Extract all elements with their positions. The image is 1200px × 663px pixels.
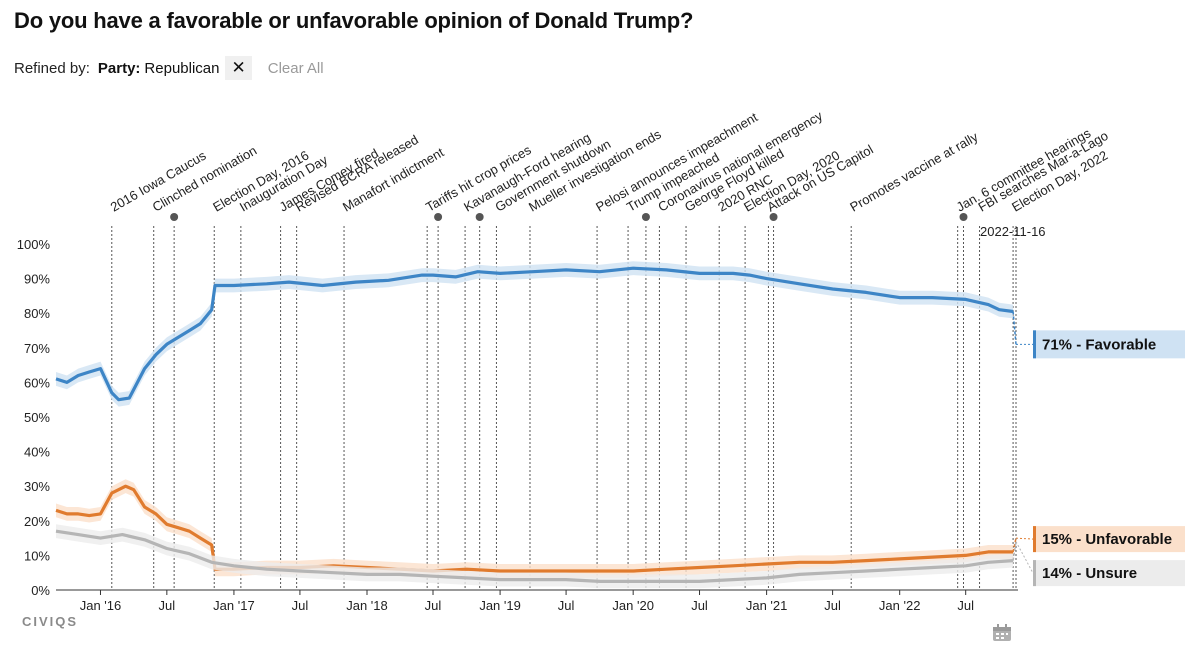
- end-label-box: [1033, 330, 1185, 359]
- series-latest-link: [1012, 311, 1017, 345]
- x-tick-label: Jul: [425, 598, 442, 613]
- end-label-leader: [1015, 537, 1034, 540]
- x-tick-label: Jul: [292, 598, 309, 613]
- close-icon[interactable]: ✕: [225, 56, 252, 80]
- filter-chip-value: Republican: [144, 59, 220, 77]
- x-tick-label: Jul: [159, 598, 176, 613]
- end-label-accent: [1033, 526, 1036, 553]
- y-tick-label: 90%: [24, 272, 50, 287]
- x-tick-label: Jan '19: [479, 598, 521, 613]
- end-label-unfavorable: 15% - Unfavorable: [1042, 531, 1172, 548]
- filter-chip-party[interactable]: Party: Republican ✕: [98, 56, 252, 80]
- series-latest-link: [1012, 541, 1017, 561]
- y-tick-label: 80%: [24, 306, 50, 321]
- y-tick-label: 20%: [24, 514, 50, 529]
- end-label-leader: [1015, 541, 1034, 574]
- x-tick-label: Jan '22: [879, 598, 921, 613]
- series-latest-link: [1012, 537, 1017, 553]
- event-marker-icon: [641, 213, 650, 221]
- y-tick-label: 30%: [24, 479, 50, 494]
- filter-bar: Refined by: Party: Republican ✕ Clear Al…: [14, 56, 324, 80]
- x-tick-label: Jul: [691, 598, 708, 613]
- event-marker-icon: [475, 213, 484, 221]
- page-title: Do you have a favorable or unfavorable o…: [14, 8, 694, 33]
- x-tick-label: Jul: [824, 598, 841, 613]
- series-line-favorable: [55, 266, 1014, 402]
- y-tick-label: 60%: [24, 375, 50, 390]
- y-tick-label: 50%: [24, 410, 50, 425]
- event-marker-icon: [170, 213, 179, 221]
- clear-all-button[interactable]: Clear All: [267, 59, 324, 77]
- x-tick-label: Jan '20: [612, 598, 654, 613]
- event-marker-icon: [434, 213, 443, 221]
- y-tick-label: 70%: [24, 341, 50, 356]
- x-tick-label: Jan '21: [746, 598, 788, 613]
- end-label-favorable: 71% - Favorable: [1042, 336, 1156, 353]
- end-label-box: [1033, 560, 1185, 587]
- series-line-unsure: [55, 529, 1014, 584]
- end-label-accent: [1033, 330, 1036, 359]
- event-marker-icon: [959, 213, 968, 221]
- filter-chip-key: Party:: [97, 59, 141, 77]
- x-tick-label: Jan '17: [213, 598, 255, 613]
- event-marker-icon: [769, 213, 778, 221]
- y-tick-label: 100%: [17, 237, 51, 252]
- end-label-box: [1033, 526, 1185, 553]
- refined-by-label: Refined by:: [14, 59, 90, 77]
- series-band-favorable: [56, 261, 1014, 407]
- y-tick-label: 10%: [24, 548, 50, 563]
- y-tick-label: 40%: [24, 445, 50, 460]
- x-tick-label: Jul: [558, 598, 575, 613]
- calendar-icon[interactable]: [992, 624, 1012, 642]
- x-tick-label: Jan '16: [80, 598, 122, 613]
- x-tick-label: Jan '18: [346, 598, 388, 613]
- end-label-unsure: 14% - Unsure: [1042, 565, 1137, 582]
- end-label-accent: [1033, 560, 1036, 587]
- current-date-label: 2022-11-16: [980, 224, 1046, 239]
- x-tick-label: Jul: [957, 598, 974, 613]
- y-tick-label: 0%: [31, 583, 50, 598]
- civiqs-logo: CIVIQS: [22, 614, 79, 629]
